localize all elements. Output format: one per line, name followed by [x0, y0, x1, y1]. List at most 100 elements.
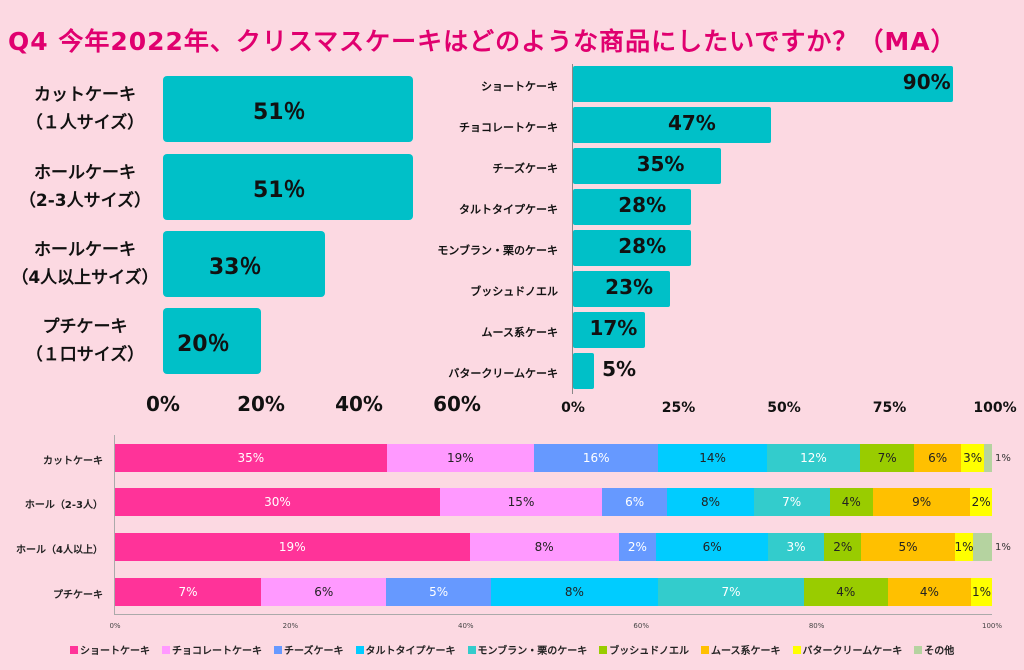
category-label: プチケーキ — [42, 317, 128, 337]
x-axis-line — [115, 614, 992, 615]
data-label: 8% — [534, 540, 554, 554]
data-label: 1% — [972, 585, 992, 599]
bar-segment: 2% — [970, 488, 992, 516]
bar-segment: 6% — [656, 533, 769, 561]
x-tick-label: 60% — [433, 392, 481, 416]
legend-item: その他 — [914, 642, 954, 657]
data-label: 1% — [994, 541, 1011, 553]
category-label: ショートケーキ — [481, 80, 558, 93]
data-label: 5% — [898, 540, 918, 554]
data-label: 5% — [429, 585, 449, 599]
x-tick-label: 0% — [561, 400, 585, 416]
legend-item: モンブラン・栗のケーキ — [467, 642, 587, 657]
category-label: モンブラン・栗のケーキ — [437, 244, 558, 257]
legend-item: チーズケーキ — [274, 642, 344, 657]
data-label: 6% — [625, 495, 645, 509]
bar-segment: 19% — [115, 533, 470, 561]
legend-swatch — [70, 645, 78, 654]
x-tick-label: 60% — [633, 622, 649, 630]
bar-segment: 14% — [658, 444, 767, 472]
legend-swatch — [274, 645, 282, 654]
legend-swatch — [701, 645, 710, 654]
data-label: 3% — [963, 451, 983, 465]
data-label: 5% — [602, 357, 637, 381]
bar-segment: 1% — [973, 533, 1011, 561]
data-label: 3% — [786, 540, 806, 554]
bar-segment: 5% — [386, 578, 491, 606]
bar — [163, 76, 413, 142]
bar-segment: 8% — [667, 488, 754, 516]
bar — [573, 66, 953, 102]
bar — [163, 231, 325, 297]
data-label: 7% — [877, 451, 897, 465]
bar-segment: 4% — [829, 488, 873, 516]
legend-item: ショートケーキ — [70, 642, 150, 657]
bar-segment: 6% — [914, 444, 961, 472]
data-label: 28% — [618, 193, 667, 217]
legend-item: バタークリームケーキ — [792, 642, 903, 657]
bar-segment: 3% — [960, 444, 985, 472]
data-label: 51％ — [252, 100, 306, 125]
x-tick-label: 40% — [458, 622, 474, 630]
data-label: 2% — [627, 540, 647, 554]
data-label: 19% — [278, 540, 306, 554]
bar-segment: 12% — [766, 444, 861, 472]
data-label: 30% — [264, 495, 291, 509]
x-tick-label: 20% — [237, 392, 285, 416]
data-label: 6% — [314, 585, 334, 599]
bar-segment: 2% — [824, 533, 862, 561]
bar-segment: 7% — [657, 578, 805, 606]
bar-segment: 1% — [971, 578, 992, 606]
category-label: ブッシュドノエル — [470, 285, 558, 298]
legend-swatch — [599, 645, 608, 654]
data-label: 19% — [447, 451, 474, 465]
legend-label: バタークリームケーキ — [802, 646, 903, 657]
bar-segment: 7% — [115, 578, 262, 606]
bar-segment: 7% — [860, 444, 915, 472]
bar-segment: 2% — [618, 533, 657, 561]
data-label: 6% — [928, 451, 948, 465]
data-label: 2% — [971, 495, 991, 509]
bar-segment: 5% — [861, 533, 955, 561]
data-label: 28% — [618, 234, 667, 258]
legend-label: ブッシュドノエル — [609, 646, 690, 657]
legend-swatch — [162, 645, 170, 654]
data-label: 4% — [919, 585, 939, 599]
bar — [163, 154, 413, 220]
x-tick-label: 80% — [808, 622, 825, 630]
bar-segment: 19% — [386, 444, 535, 472]
category-sublabel: （2-3人サイズ） — [18, 191, 152, 211]
category-label: チョコレートケーキ — [459, 121, 558, 134]
category-label: タルトタイプケーキ — [459, 203, 558, 216]
data-label: 23% — [605, 275, 654, 299]
bar-segment: 8% — [490, 578, 658, 606]
legend-item: ムース系ケーキ — [701, 642, 781, 657]
data-label: 47% — [667, 111, 716, 135]
data-label: 8% — [700, 495, 720, 509]
legend-label: チョコレートケーキ — [172, 646, 262, 657]
y-axis-line — [114, 435, 115, 615]
category-label: ホールケーキ — [34, 163, 136, 183]
x-tick-label: 100% — [973, 400, 1017, 416]
data-label: 7% — [782, 495, 802, 509]
data-label: 7% — [178, 585, 198, 599]
category-label: カットケーキ — [34, 85, 136, 105]
data-label: 8% — [564, 585, 584, 599]
y-axis-line — [572, 64, 573, 394]
legend-label: その他 — [924, 646, 955, 657]
x-tick-label: 0% — [109, 622, 121, 630]
data-label: 12% — [800, 451, 827, 465]
bar — [573, 230, 692, 266]
legend-swatch — [792, 645, 801, 654]
legend-label: ムース系ケーキ — [711, 646, 781, 657]
data-label: 1% — [994, 452, 1011, 464]
bar-segment: 30% — [115, 488, 440, 516]
category-sublabel: （１口サイズ） — [25, 345, 145, 365]
bar-segment: 16% — [534, 444, 659, 472]
data-label: 90% — [902, 70, 951, 94]
bar-segment: 7% — [753, 488, 830, 516]
legend-item: ブッシュドノエル — [599, 642, 689, 657]
x-tick-label: 75% — [872, 400, 907, 416]
category-sublabel: （4人以上サイズ） — [11, 268, 159, 288]
legend-label: チーズケーキ — [284, 646, 344, 657]
